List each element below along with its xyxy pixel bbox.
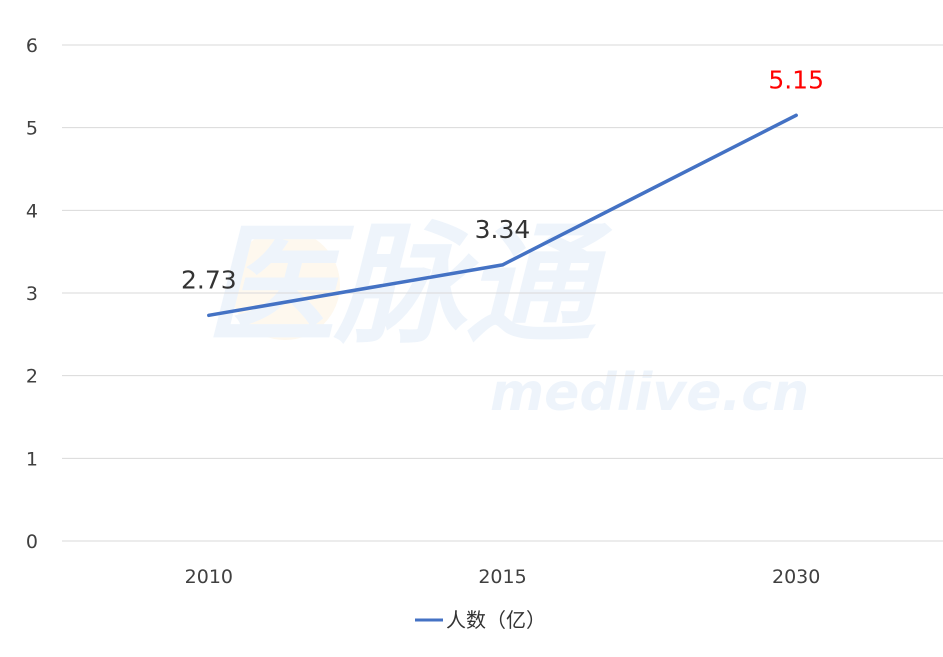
- medlive-watermark: 医脉通 medlive.cn: [205, 209, 809, 423]
- y-tick-label: 1: [26, 448, 38, 470]
- x-axis-ticks: 2010 2015 2030: [185, 566, 821, 588]
- data-label: 5.15: [768, 65, 824, 94]
- data-point: [794, 113, 798, 117]
- watermark-logo-icon: [230, 230, 340, 340]
- x-tick-label: 2030: [772, 566, 820, 588]
- data-point: [207, 313, 211, 317]
- gridlines: [62, 44, 943, 542]
- data-labels: 2.73 3.34 5.15: [181, 65, 824, 294]
- y-tick-label: 2: [26, 366, 38, 388]
- data-point: [501, 263, 504, 267]
- legend: 人数（亿）: [415, 608, 546, 632]
- x-tick-label: 2010: [185, 566, 233, 588]
- watermark-url-text: medlive.cn: [490, 363, 809, 423]
- y-axis-ticks: 0 1 2 3 4 5 6: [26, 35, 38, 553]
- data-label: 2.73: [181, 265, 237, 294]
- y-tick-label: 5: [26, 118, 38, 140]
- watermark-chinese-text: 医脉通: [205, 209, 613, 361]
- series-layer: [207, 113, 798, 318]
- data-label: 3.34: [475, 215, 531, 244]
- y-tick-label: 4: [26, 200, 38, 222]
- y-tick-label: 3: [26, 283, 38, 305]
- y-tick-label: 0: [26, 531, 38, 553]
- y-tick-label: 6: [26, 35, 38, 57]
- legend-label: 人数（亿）: [446, 608, 546, 632]
- x-tick-label: 2015: [478, 566, 526, 588]
